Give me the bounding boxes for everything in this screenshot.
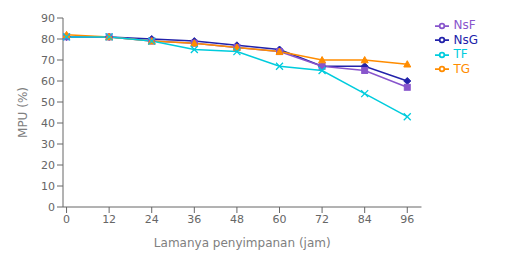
svg-text:60: 60 xyxy=(273,213,287,226)
svg-text:40: 40 xyxy=(41,117,55,130)
svg-text:20: 20 xyxy=(41,159,55,172)
svg-text:12: 12 xyxy=(102,213,116,226)
svg-text:0: 0 xyxy=(48,201,55,214)
svg-text:Lamanya penyimpanan (jam): Lamanya penyimpanan (jam) xyxy=(154,236,331,250)
html-text:TF: TF xyxy=(453,47,468,61)
svg-text:MPU (%): MPU (%) xyxy=(16,87,30,138)
svg-text:72: 72 xyxy=(315,213,329,226)
html-text:TG: TG xyxy=(453,61,471,76)
svg-text:60: 60 xyxy=(41,75,55,88)
svg-text:30: 30 xyxy=(41,138,55,151)
svg-text:84: 84 xyxy=(358,213,372,226)
svg-text:24: 24 xyxy=(145,213,159,226)
svg-text:70: 70 xyxy=(41,54,55,67)
html-text:NsG: NsG xyxy=(453,32,478,47)
svg-text:0: 0 xyxy=(63,213,70,226)
svg-text:50: 50 xyxy=(41,96,55,109)
svg-text:36: 36 xyxy=(187,213,201,226)
html-text:NsF: NsF xyxy=(453,18,476,32)
svg-text:96: 96 xyxy=(400,213,414,226)
svg-text:10: 10 xyxy=(41,180,55,193)
svg-text:80: 80 xyxy=(41,33,55,46)
svg-text:48: 48 xyxy=(230,213,244,226)
svg-text:90: 90 xyxy=(41,12,55,25)
